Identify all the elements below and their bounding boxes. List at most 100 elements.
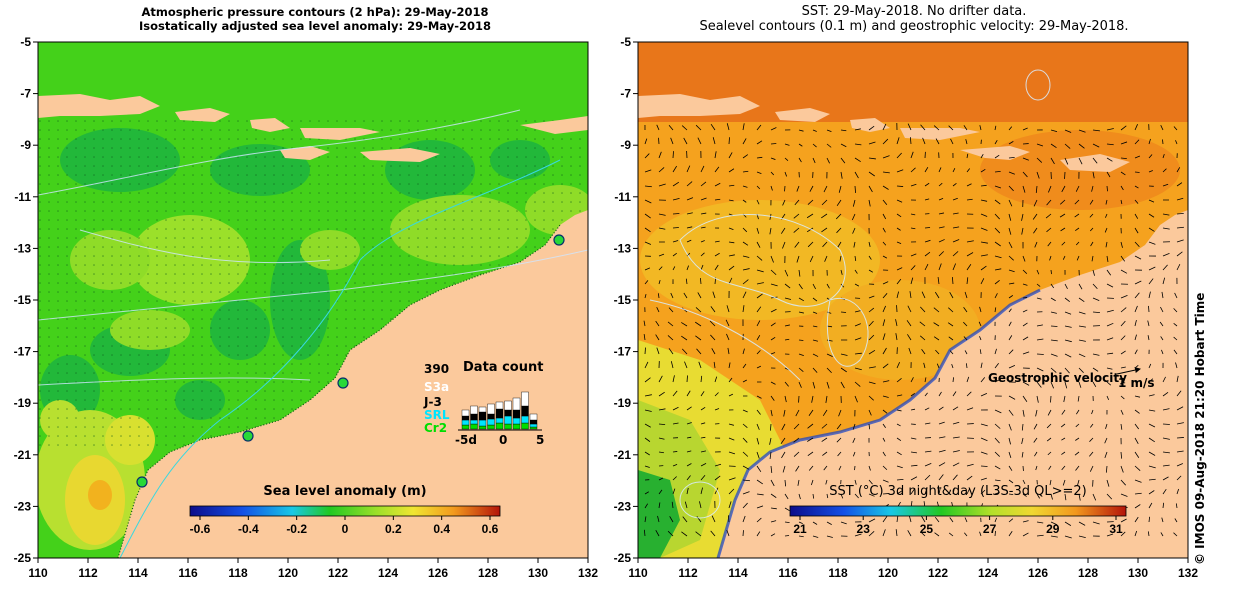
velocity-vector — [1173, 308, 1178, 313]
velocity-vector — [854, 283, 860, 287]
velocity-vector — [952, 450, 960, 453]
velocity-vector — [979, 306, 982, 313]
velocity-vector — [1134, 423, 1140, 430]
velocity-vector — [1120, 269, 1128, 274]
velocity-vector — [1036, 283, 1041, 287]
velocity-vector — [994, 409, 1002, 414]
velocity-vector — [700, 181, 707, 187]
velocity-vector — [672, 240, 679, 243]
velocity-vector — [994, 125, 997, 131]
velocity-vector — [1008, 171, 1015, 175]
sla-x-tick-label: 110 — [28, 566, 48, 580]
velocity-vector — [770, 533, 776, 537]
sla-colorbar-tick-label: 0.6 — [482, 522, 499, 536]
velocity-vector — [1050, 535, 1058, 538]
velocity-vector — [1106, 255, 1109, 262]
velocity-vector — [963, 125, 968, 131]
velocity-vector — [1064, 367, 1070, 374]
velocity-vector — [644, 423, 651, 428]
velocity-vector — [742, 199, 747, 203]
velocity-vector — [1022, 409, 1025, 417]
velocity-vector — [1061, 465, 1066, 471]
histogram-bar — [529, 423, 538, 428]
velocity-vector — [742, 255, 750, 258]
velocity-vector — [1106, 283, 1114, 288]
velocity-vector — [854, 381, 861, 387]
velocity-vector — [700, 375, 703, 383]
velocity-vector — [1008, 227, 1012, 235]
velocity-vector — [947, 322, 954, 327]
velocity-vector — [658, 502, 661, 509]
velocity-vector — [1060, 227, 1066, 232]
velocity-vector — [938, 391, 942, 397]
velocity-vector — [964, 350, 968, 355]
velocity-vector — [924, 463, 932, 467]
velocity-vector — [1174, 292, 1178, 299]
velocity-vector — [966, 240, 974, 243]
velocity-vector — [1089, 423, 1094, 428]
histogram-bar — [461, 419, 470, 426]
velocity-vector — [952, 197, 958, 201]
histogram-tick-0: 0 — [499, 433, 508, 447]
velocity-vector — [643, 334, 646, 341]
velocity-vector — [656, 347, 660, 355]
velocity-vector — [924, 239, 931, 243]
velocity-vector — [700, 278, 702, 285]
velocity-vector — [728, 437, 735, 441]
velocity-vector — [1008, 141, 1014, 145]
sst-x-tick-label: 128 — [1078, 566, 1098, 580]
velocity-vector — [1036, 171, 1040, 179]
velocity-vector — [896, 137, 900, 145]
velocity-vector — [896, 267, 903, 271]
sst-axes: 110 112 114 116 118 120 122 124 126 128 130 132 -5 -7… — [614, 35, 1199, 580]
velocity-vector — [770, 322, 776, 327]
histogram-bar — [512, 423, 521, 430]
velocity-vector — [742, 123, 745, 131]
velocity-vector — [1090, 241, 1094, 247]
velocity-vector — [700, 436, 706, 439]
velocity-vector — [1162, 502, 1165, 509]
velocity-vector — [1076, 479, 1080, 487]
velocity-vector — [1048, 465, 1052, 470]
velocity-vector — [910, 377, 914, 383]
velocity-vector — [1059, 213, 1066, 218]
velocity-vector — [780, 227, 786, 234]
velocity-vector — [853, 241, 856, 248]
velocity-vector — [1106, 143, 1114, 146]
velocity-vector — [1089, 227, 1094, 232]
velocity-vector — [658, 451, 664, 454]
velocity-vector — [756, 409, 761, 415]
velocity-vector — [658, 280, 661, 285]
velocity-vector — [994, 268, 1002, 271]
velocity-vector — [1148, 138, 1151, 145]
velocity-vector — [882, 347, 887, 355]
histogram-bar — [504, 415, 512, 425]
velocity-vector — [671, 501, 674, 509]
velocity-vector — [1134, 409, 1140, 414]
velocity-vector — [924, 450, 932, 453]
sla-colorbar-tick-label: -0.4 — [238, 522, 259, 536]
velocity-vector — [1036, 269, 1040, 275]
velocity-vector — [896, 394, 903, 397]
sst-x-tick-label: 126 — [1028, 566, 1048, 580]
velocity-vector — [1175, 140, 1178, 145]
velocity-vector — [812, 493, 815, 499]
velocity-vector — [896, 152, 902, 159]
right-title-line1: SST: 29-May-2018. No drifter data. — [801, 4, 1027, 19]
velocity-vector — [826, 353, 833, 357]
velocity-vector — [644, 280, 649, 285]
velocity-vector — [840, 367, 847, 373]
sla-x-tick-label: 120 — [278, 566, 298, 580]
velocity-vector — [728, 501, 732, 509]
velocity-vector — [1162, 264, 1168, 271]
velocity-vector — [868, 381, 876, 385]
velocity-vector — [826, 157, 830, 164]
histogram-bar — [487, 418, 495, 426]
velocity-vector — [1050, 353, 1058, 357]
velocity-vector — [699, 501, 702, 509]
velocity-vector — [713, 361, 716, 369]
velocity-vector — [1162, 154, 1165, 159]
velocity-vector — [798, 157, 802, 163]
velocity-vector — [1036, 338, 1044, 341]
velocity-vector — [1050, 311, 1057, 314]
